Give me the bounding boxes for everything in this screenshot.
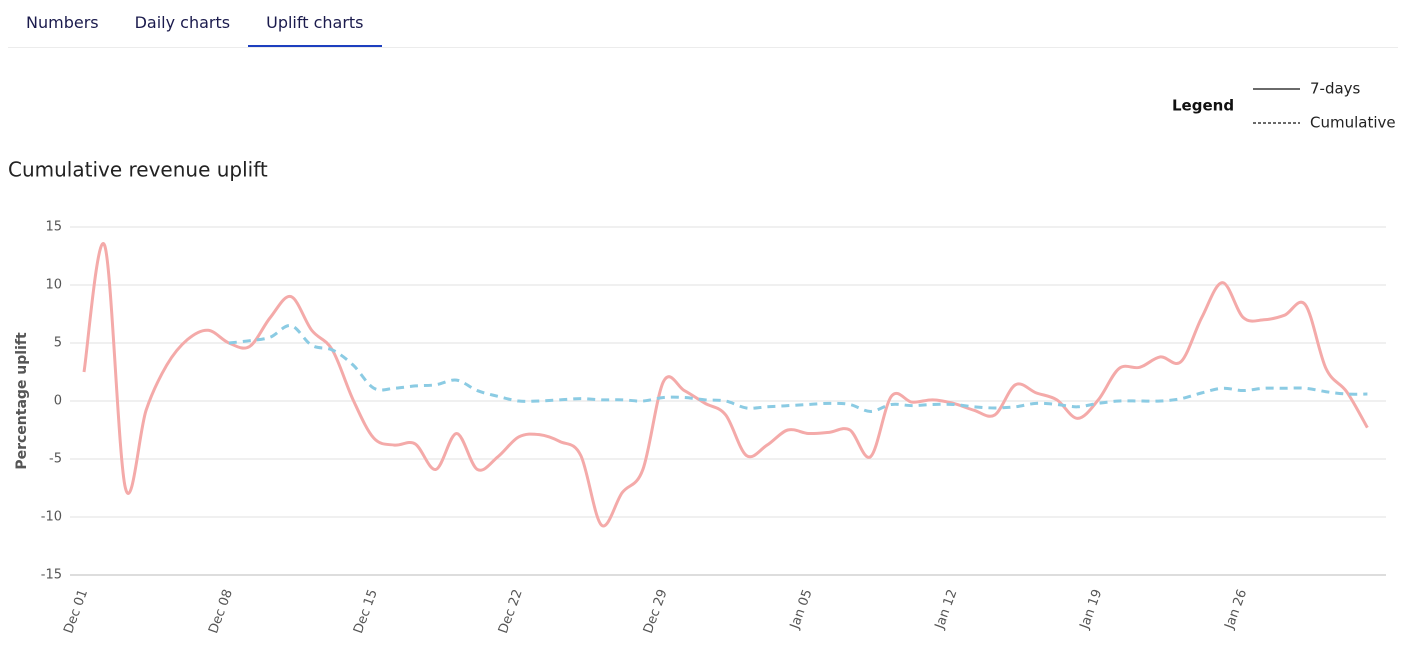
line-series — [82, 242, 1369, 528]
y-tick-label: -5 — [49, 452, 62, 467]
x-tick-label: Jan 26 — [1222, 587, 1250, 631]
legend-label: Cumulative — [1310, 114, 1396, 132]
x-tick-label: Dec 08 — [206, 587, 236, 635]
y-tick-label: 0 — [54, 394, 62, 409]
x-tick-label: Jan 19 — [1077, 587, 1105, 631]
x-tick-label: Dec 29 — [641, 587, 671, 635]
y-tick-label: -10 — [41, 510, 62, 525]
x-tick-label: Dec 01 — [61, 587, 91, 635]
chart-title: Cumulative revenue uplift — [8, 158, 268, 182]
x-tick-label: Dec 22 — [496, 587, 526, 635]
legend-title: Legend — [1172, 97, 1234, 115]
x-tick-label: Dec 15 — [351, 587, 381, 635]
tab-bar: Numbers Daily charts Uplift charts — [8, 0, 1398, 48]
y-axis-label: Percentage uplift — [14, 332, 30, 470]
tab[interactable]: Daily charts — [117, 0, 249, 47]
x-tick-label: Jan 05 — [787, 587, 815, 631]
y-tick-label: 10 — [45, 278, 62, 293]
y-tick-label: 15 — [45, 220, 62, 235]
line-series — [228, 324, 1368, 413]
y-tick-label: -15 — [41, 568, 62, 583]
tab[interactable]: Numbers — [8, 0, 117, 47]
y-tick-label: 5 — [54, 336, 62, 351]
x-tick-label: Jan 12 — [932, 587, 960, 631]
legend-label: 7-days — [1310, 80, 1361, 98]
tab[interactable]: Uplift charts — [248, 0, 382, 47]
